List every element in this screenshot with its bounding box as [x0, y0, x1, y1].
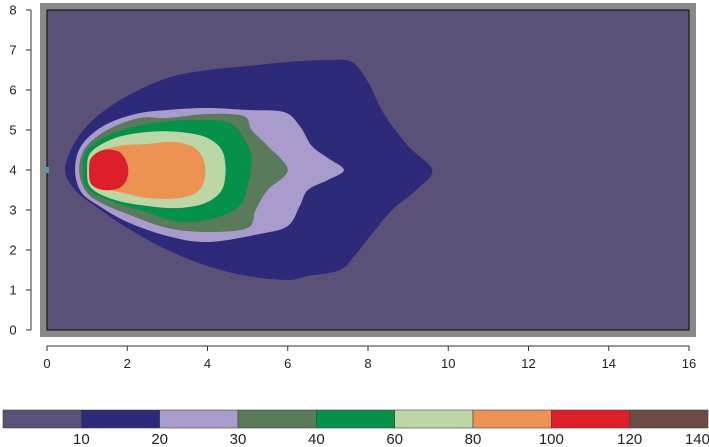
- y-tick-label: 0: [9, 323, 16, 338]
- legend-swatch: [159, 409, 239, 429]
- legend-swatch: [629, 409, 709, 429]
- contour-band-100: [89, 154, 120, 186]
- legend-swatch: [316, 409, 395, 429]
- legend-label: 20: [151, 431, 168, 447]
- source-point-marker: [45, 167, 49, 173]
- x-tick-label: 4: [204, 356, 211, 371]
- legend-swatch: [237, 409, 317, 429]
- x-tick-label: 2: [124, 356, 131, 371]
- y-tick-label: 1: [9, 283, 16, 298]
- x-tick-label: 16: [682, 356, 696, 371]
- x-tick-label: 14: [602, 356, 616, 371]
- y-tick-label: 3: [9, 203, 16, 218]
- legend-label: 140: [685, 431, 709, 447]
- legend-label: 10: [73, 431, 90, 447]
- x-tick-label: 10: [441, 356, 455, 371]
- x-tick-label: 8: [364, 356, 371, 371]
- x-axis: 0 2 4 6 8 10 12 14 16: [43, 345, 696, 371]
- y-tick-label: 5: [9, 123, 16, 138]
- legend-label: 30: [230, 431, 247, 447]
- x-tick-label: 0: [43, 356, 50, 371]
- y-tick-label: 8: [9, 3, 16, 18]
- y-axis: 0 1 2 3 4 5 6 7 8: [9, 3, 32, 338]
- color-legend: 10 20 30 40 60 80 100 120 140: [2, 409, 709, 447]
- plot-area: [40, 3, 696, 337]
- legend-swatch: [394, 409, 474, 429]
- y-tick-label: 4: [9, 163, 16, 178]
- legend-label: 120: [617, 431, 642, 447]
- legend-swatch: [472, 409, 552, 429]
- legend-label: 60: [386, 431, 403, 447]
- legend-swatch: [81, 409, 160, 429]
- legend-label: 80: [465, 431, 482, 447]
- y-tick-label: 6: [9, 83, 16, 98]
- legend-swatch: [551, 409, 630, 429]
- x-tick-label: 6: [284, 356, 291, 371]
- y-tick-label: 2: [9, 243, 16, 258]
- x-tick-label: 12: [521, 356, 535, 371]
- y-tick-label: 7: [9, 43, 16, 58]
- legend-label: 40: [308, 431, 325, 447]
- legend-swatch: [2, 409, 82, 429]
- legend-label: 100: [539, 431, 564, 447]
